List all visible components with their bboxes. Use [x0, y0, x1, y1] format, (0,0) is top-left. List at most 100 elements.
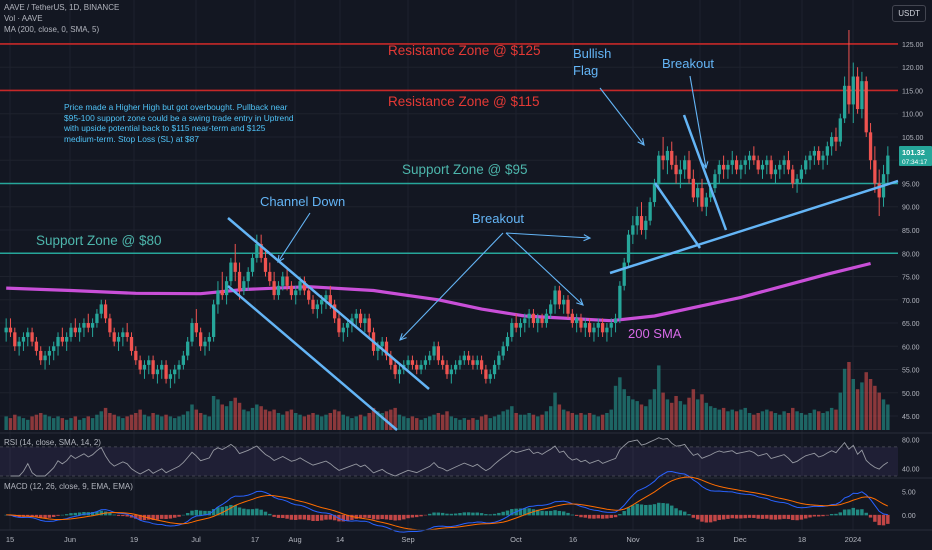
candle: [86, 313, 90, 333]
candle-body: [112, 332, 116, 342]
candle: [39, 346, 43, 365]
candle-body: [605, 327, 609, 333]
candle-body: [173, 369, 177, 375]
rsi-tick-label: 80.00: [902, 438, 920, 445]
macd-histogram-bar: [518, 508, 523, 516]
volume-bar: [319, 416, 324, 430]
candle-body: [799, 169, 804, 179]
candle: [536, 313, 540, 333]
candle: [847, 30, 851, 114]
volume-bar: [345, 416, 350, 430]
candle-body: [449, 369, 453, 375]
volume-bar: [263, 409, 268, 430]
bullish-flag-arrow-head: [637, 137, 645, 146]
volume-bar: [847, 362, 851, 430]
candle-body: [817, 150, 821, 161]
macd-histogram-bar: [56, 514, 60, 516]
volume-bar: [557, 404, 562, 430]
macd-histogram-bar: [756, 514, 760, 519]
candle: [631, 216, 635, 244]
macd-histogram-bar: [648, 504, 652, 516]
volume-bar: [103, 407, 108, 430]
currency-button[interactable]: USDT: [892, 5, 926, 22]
candle: [168, 369, 173, 389]
price-tick-label: 125.00: [902, 42, 924, 49]
candle: [609, 318, 613, 337]
candle: [769, 155, 773, 179]
macd-histogram-bar: [561, 511, 566, 516]
volume-bar: [155, 414, 160, 430]
volume-bar: [570, 413, 575, 430]
time-axis[interactable]: 15 Jun 19 Jul 17 Aug 14 Sep Oct 16 Nov 13 Dec 18 2024: [0, 529, 932, 544]
candle-body: [825, 146, 829, 156]
candle: [337, 313, 341, 337]
candle: [307, 285, 311, 305]
candle: [501, 341, 505, 361]
candle-body: [423, 360, 428, 365]
price-tick-label: 120.00: [902, 65, 924, 72]
ma-legend: MA (200, close, 0, SMA, 5): [4, 25, 100, 34]
candle: [95, 309, 99, 328]
candle: [194, 309, 198, 337]
volume-bar: [786, 413, 791, 430]
candle-body: [220, 290, 224, 296]
macd-histogram-bar: [423, 514, 428, 516]
macd-histogram-bar: [354, 514, 358, 519]
candle-body: [324, 295, 328, 300]
macd-histogram-bar: [760, 514, 765, 519]
candle-body: [194, 323, 198, 333]
volume-bar: [881, 399, 886, 430]
candle-body: [328, 295, 332, 305]
candle: [855, 67, 860, 114]
macd-histogram-bar: [778, 514, 782, 520]
candle: [817, 146, 821, 165]
price-tick-label: 70.00: [902, 298, 920, 305]
candle: [583, 318, 587, 337]
volume-bar: [713, 407, 717, 430]
candle: [99, 299, 103, 319]
candle: [812, 146, 817, 165]
candle-body: [341, 327, 345, 333]
candle-body: [475, 360, 479, 365]
candle: [233, 243, 237, 282]
volume-bar: [64, 419, 69, 430]
candle: [544, 309, 549, 328]
candle-body: [164, 364, 168, 379]
macd-histogram-bar: [95, 511, 99, 516]
volume-bar: [203, 414, 207, 430]
volume-bar: [250, 407, 255, 430]
candle: [380, 336, 384, 356]
candle-body: [406, 360, 410, 365]
time-tick-label: 14: [336, 535, 344, 544]
volume-bar: [492, 416, 497, 430]
candle: [173, 364, 177, 384]
macd-histogram-bar: [665, 503, 670, 516]
macd-histogram-bar: [708, 514, 713, 523]
macd-histogram-bar: [769, 514, 773, 520]
price-tick-label: 95.00: [902, 181, 920, 188]
candle: [52, 341, 56, 361]
candle: [665, 146, 670, 175]
price-axis[interactable]: 45.00 50.00 55.00 60.00 65.00 70.00 75.00 80.00…: [899, 42, 932, 520]
candle-body: [635, 216, 639, 226]
candle: [220, 271, 224, 300]
macd-histogram-bar: [579, 514, 583, 518]
macd-histogram-bar: [134, 514, 138, 519]
macd-histogram-bar: [596, 514, 600, 519]
candle-body: [203, 341, 207, 347]
candle-body: [441, 360, 445, 365]
zone-lines: [0, 43, 898, 255]
macd-histogram-bar: [306, 514, 311, 521]
candle: [259, 234, 263, 263]
candle-body: [86, 323, 90, 328]
candle: [760, 160, 765, 179]
volume-bar: [95, 414, 99, 430]
candle: [207, 332, 211, 351]
candle-body: [21, 336, 26, 342]
price-tick-label: 90.00: [902, 205, 920, 212]
macd-histogram-bar: [440, 512, 445, 516]
candle-body: [851, 76, 855, 105]
macd-histogram-bar: [47, 514, 52, 518]
candle-body: [190, 323, 194, 342]
